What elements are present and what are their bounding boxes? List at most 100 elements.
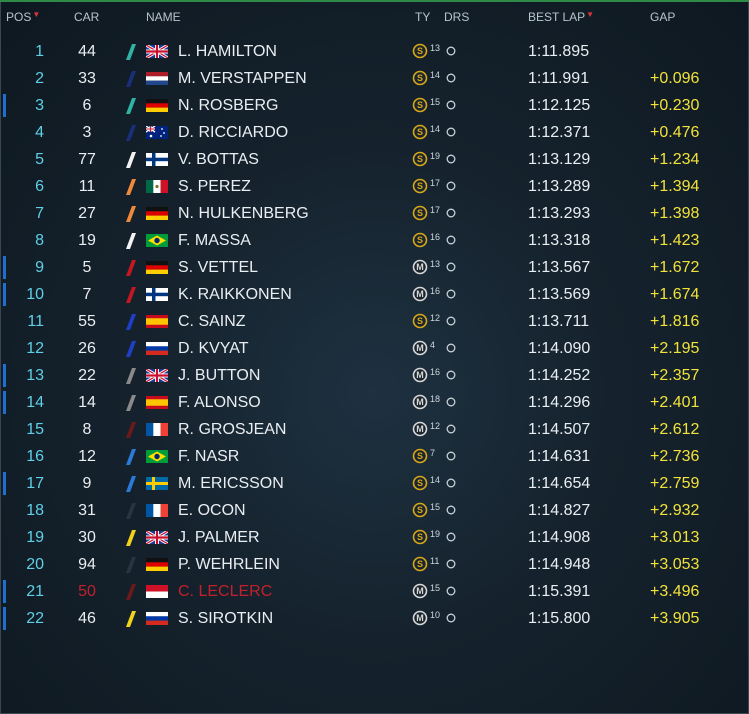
header-pos[interactable]: POS▼ xyxy=(6,10,40,24)
gap-to-leader: +1.394 xyxy=(650,178,700,195)
car-number: 50 xyxy=(78,583,96,600)
drs-indicator-icon xyxy=(446,235,456,245)
best-lap-time: 1:15.391 xyxy=(528,583,591,600)
tyre-age: 15 xyxy=(430,97,441,107)
team-color-stripe-icon xyxy=(126,44,136,60)
car-number: 8 xyxy=(82,421,92,438)
position: 22 xyxy=(26,610,44,627)
standings-row[interactable]: 18 31 E. OCON S 15 1:14.827 +2.932 xyxy=(0,497,749,524)
driver-name[interactable]: K. RAIKKONEN xyxy=(178,286,292,303)
drs-indicator-icon xyxy=(446,181,456,191)
tyre-age: 19 xyxy=(430,151,441,161)
car-number: 44 xyxy=(78,43,96,60)
driver-name[interactable]: S. PEREZ xyxy=(178,178,251,195)
position: 20 xyxy=(26,556,44,573)
best-lap-time: 1:14.631 xyxy=(528,448,591,465)
best-lap-time: 1:14.827 xyxy=(528,502,591,519)
tyre-age: 14 xyxy=(430,70,441,80)
medium-tyre-icon: M xyxy=(412,394,428,410)
standings-row[interactable]: 10 7 K. RAIKKONEN M 16 1:13.569 +1.674 xyxy=(0,281,749,308)
driver-name[interactable]: M. ERICSSON xyxy=(178,475,284,492)
driver-name[interactable]: C. LECLERC xyxy=(178,583,273,600)
svg-text:M: M xyxy=(416,289,424,299)
standings-row[interactable]: 9 5 S. VETTEL M 13 1:13.567 +1.672 xyxy=(0,254,749,281)
driver-name[interactable]: C. SAINZ xyxy=(178,313,246,330)
car-number: 31 xyxy=(78,502,96,519)
gap-to-leader: +1.423 xyxy=(650,232,700,249)
standings-row[interactable]: 21 50 C. LECLERC M 15 1:15.391 +3.496 xyxy=(0,578,749,605)
car-number: 12 xyxy=(78,448,96,465)
driver-name[interactable]: J. PALMER xyxy=(178,529,260,546)
soft-tyre-icon: S xyxy=(412,232,428,248)
header-name[interactable]: NAME xyxy=(146,10,181,24)
driver-name[interactable]: R. GROSJEAN xyxy=(178,421,287,438)
standings-row[interactable]: 3 6 N. ROSBERG S 15 1:12.125 +0.230 xyxy=(0,92,749,119)
standings-row[interactable]: 20 94 P. WEHRLEIN S 11 1:14.948 +3.053 xyxy=(0,551,749,578)
driver-name[interactable]: P. WEHRLEIN xyxy=(178,556,280,573)
soft-tyre-icon: S xyxy=(412,178,428,194)
header-tyre[interactable]: TY xyxy=(415,10,431,24)
standings-row[interactable]: 15 8 R. GROSJEAN M 12 1:14.507 +2.612 xyxy=(0,416,749,443)
driver-name[interactable]: F. MASSA xyxy=(178,232,251,249)
standings-row[interactable]: 16 12 F. NASR S 7 1:14.631 +2.736 xyxy=(0,443,749,470)
standings-row[interactable]: 22 46 S. SIROTKIN M 10 1:15.800 +3.905 xyxy=(0,605,749,632)
standings-row[interactable]: 11 55 C. SAINZ S 12 1:13.711 +1.816 xyxy=(0,308,749,335)
car-number: 5 xyxy=(82,259,92,276)
driver-name[interactable]: N. ROSBERG xyxy=(178,97,279,114)
position: 6 xyxy=(35,178,44,195)
row-marker xyxy=(3,256,6,279)
driver-name[interactable]: N. HULKENBERG xyxy=(178,205,309,222)
header-gap[interactable]: GAP xyxy=(650,10,676,24)
soft-tyre-icon: S xyxy=(412,205,428,221)
driver-name[interactable]: D. KVYAT xyxy=(178,340,249,357)
standings-row[interactable]: 1 44 L. HAMILTON S 13 1:11.895 xyxy=(0,38,749,65)
position: 18 xyxy=(26,502,44,519)
standings-row[interactable]: 8 19 F. MASSA S 16 1:13.318 +1.423 xyxy=(0,227,749,254)
driver-name[interactable]: E. OCON xyxy=(178,502,246,519)
best-lap-time: 1:14.908 xyxy=(528,529,591,546)
svg-text:S: S xyxy=(417,532,423,542)
driver-name[interactable]: F. ALONSO xyxy=(178,394,261,411)
tyre-age: 17 xyxy=(430,178,441,188)
best-lap-time: 1:12.125 xyxy=(528,97,591,114)
driver-name[interactable]: S. SIROTKIN xyxy=(178,610,274,627)
drs-indicator-icon xyxy=(446,532,456,542)
standings-row[interactable]: 6 11 S. PEREZ S 17 1:13.289 +1.394 xyxy=(0,173,749,200)
car-number: 6 xyxy=(82,97,92,114)
standings-row[interactable]: 2 33 M. VERSTAPPEN S 14 1:11.991 +0.096 xyxy=(0,65,749,92)
position: 7 xyxy=(35,205,44,222)
standings-row[interactable]: 4 3 D. RICCIARDO S 14 1:12.371 +0.476 xyxy=(0,119,749,146)
standings-row[interactable]: 19 30 J. PALMER S 19 1:14.908 +3.013 xyxy=(0,524,749,551)
flag-fr-icon xyxy=(146,423,168,436)
header-best-lap[interactable]: BEST LAP▼ xyxy=(528,10,594,24)
standings-row[interactable]: 14 14 F. ALONSO M 18 1:14.296 +2.401 xyxy=(0,389,749,416)
gap-to-leader: +0.476 xyxy=(650,124,700,141)
team-color-stripe-icon xyxy=(126,557,136,573)
standings-row[interactable]: 5 77 V. BOTTAS S 19 1:13.129 +1.234 xyxy=(0,146,749,173)
team-color-stripe-icon xyxy=(126,368,136,384)
driver-name[interactable]: L. HAMILTON xyxy=(178,43,277,60)
tyre-age: 15 xyxy=(430,583,441,593)
best-lap-time: 1:15.800 xyxy=(528,610,591,627)
medium-tyre-icon: M xyxy=(412,340,428,356)
drs-indicator-icon xyxy=(446,559,456,569)
team-color-stripe-icon xyxy=(126,152,136,168)
gap-to-leader: +2.357 xyxy=(650,367,700,384)
standings-row[interactable]: 7 27 N. HULKENBERG S 17 1:13.293 +1.398 xyxy=(0,200,749,227)
drs-indicator-icon xyxy=(446,613,456,623)
driver-name[interactable]: S. VETTEL xyxy=(178,259,259,276)
header-drs[interactable]: DRS xyxy=(444,10,470,24)
standings-row[interactable]: 13 22 J. BUTTON M 16 1:14.252 +2.357 xyxy=(0,362,749,389)
standings-row[interactable]: 12 26 D. KVYAT M 4 1:14.090 +2.195 xyxy=(0,335,749,362)
driver-name[interactable]: F. NASR xyxy=(178,448,240,465)
driver-name[interactable]: V. BOTTAS xyxy=(178,151,259,168)
driver-name[interactable]: M. VERSTAPPEN xyxy=(178,70,307,87)
standings-row[interactable]: 17 9 M. ERICSSON S 14 1:14.654 +2.759 xyxy=(0,470,749,497)
position: 21 xyxy=(26,583,44,600)
flag-de-icon xyxy=(146,207,168,220)
svg-text:M: M xyxy=(416,397,424,407)
driver-name[interactable]: J. BUTTON xyxy=(178,367,261,384)
header-car[interactable]: CAR xyxy=(74,10,100,24)
driver-name[interactable]: D. RICCIARDO xyxy=(178,124,289,141)
medium-tyre-icon: M xyxy=(412,421,428,437)
